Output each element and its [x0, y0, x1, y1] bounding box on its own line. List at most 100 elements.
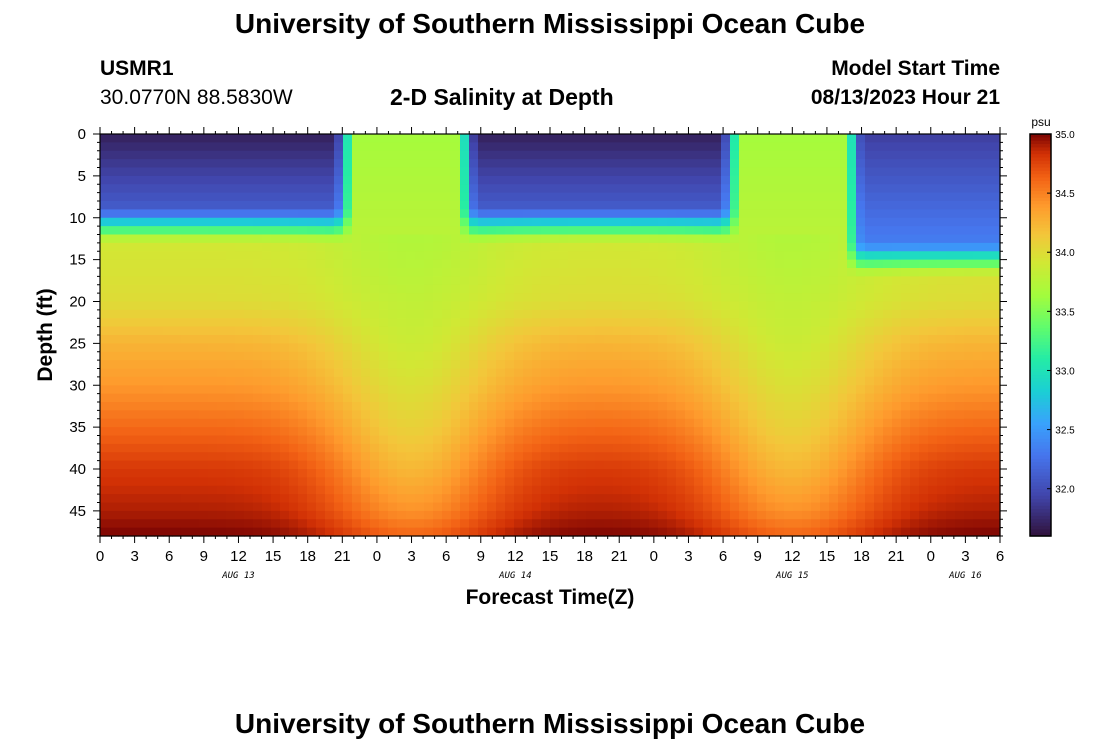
- heatmap-cell: [982, 452, 992, 462]
- heatmap-cell: [451, 184, 461, 194]
- heatmap-cell: [478, 184, 488, 194]
- heatmap-cell: [586, 494, 596, 504]
- heatmap-cell: [325, 402, 335, 411]
- heatmap-cell: [964, 460, 974, 470]
- heatmap-cell: [703, 226, 713, 236]
- heatmap-cell: [793, 385, 803, 395]
- heatmap-cell: [820, 385, 830, 395]
- heatmap-cell: [109, 452, 119, 462]
- heatmap-cell: [712, 527, 722, 537]
- heatmap-cell: [163, 192, 173, 202]
- heatmap-cell: [667, 159, 677, 169]
- heatmap-cell: [919, 418, 929, 428]
- heatmap-cell: [433, 175, 443, 185]
- heatmap-cell: [181, 326, 191, 336]
- heatmap-cell: [289, 519, 299, 529]
- heatmap-cell: [568, 418, 578, 428]
- heatmap-cell: [397, 192, 407, 202]
- heatmap-cell: [433, 234, 443, 244]
- heatmap-cell: [784, 368, 794, 378]
- heatmap-cell: [748, 368, 758, 378]
- heatmap-cell: [298, 410, 308, 420]
- heatmap-cell: [388, 435, 398, 445]
- heatmap-cell: [640, 192, 650, 202]
- heatmap-cell: [118, 443, 128, 453]
- heatmap-cell: [361, 318, 371, 328]
- heatmap-cell: [721, 309, 731, 319]
- heatmap-cell: [946, 234, 956, 244]
- heatmap-cell: [433, 242, 443, 252]
- heatmap-cell: [262, 175, 272, 185]
- heatmap-cell: [271, 510, 281, 520]
- heatmap-cell: [298, 435, 308, 445]
- heatmap-cell: [190, 376, 200, 386]
- heatmap-cell: [640, 242, 650, 252]
- heatmap-cell: [397, 276, 407, 286]
- heatmap-cell: [937, 251, 947, 261]
- heatmap-cell: [937, 519, 947, 529]
- heatmap-cell: [991, 259, 1001, 269]
- heatmap-cell: [865, 460, 875, 470]
- heatmap-cell: [496, 175, 506, 185]
- heatmap-cell: [406, 418, 416, 428]
- heatmap-cell: [226, 184, 236, 194]
- heatmap-cell: [199, 318, 209, 328]
- heatmap-cell: [856, 502, 866, 512]
- heatmap-cell: [676, 393, 686, 403]
- heatmap-cell: [766, 368, 776, 378]
- heatmap-cell: [964, 167, 974, 177]
- heatmap-cell: [109, 259, 119, 269]
- heatmap-cell: [271, 443, 281, 453]
- heatmap-cell: [586, 385, 596, 395]
- heatmap-cell: [910, 452, 920, 462]
- heatmap-cell: [955, 242, 965, 252]
- heatmap-cell: [847, 418, 857, 428]
- heatmap-cell: [748, 309, 758, 319]
- heatmap-cell: [712, 519, 722, 529]
- heatmap-cell: [163, 284, 173, 294]
- heatmap-cell: [532, 443, 542, 453]
- heatmap-cell: [208, 268, 218, 277]
- heatmap-cell: [991, 494, 1001, 504]
- heatmap-cell: [181, 226, 191, 236]
- heatmap-cell: [118, 209, 128, 219]
- heatmap-cell: [604, 209, 614, 219]
- heatmap-cell: [505, 150, 515, 160]
- heatmap-cell: [577, 259, 587, 269]
- heatmap-cell: [901, 443, 911, 453]
- heatmap-cell: [856, 335, 866, 344]
- heatmap-cell: [694, 519, 704, 529]
- heatmap-cell: [703, 527, 713, 537]
- heatmap-cell: [883, 234, 893, 244]
- heatmap-cell: [217, 360, 227, 370]
- heatmap-cell: [505, 469, 515, 478]
- heatmap-cell: [847, 159, 857, 169]
- heatmap-cell: [226, 477, 236, 487]
- heatmap-cell: [487, 460, 497, 470]
- heatmap-cell: [253, 175, 263, 185]
- heatmap-cell: [631, 242, 641, 252]
- heatmap-cell: [478, 368, 488, 378]
- heatmap-cell: [523, 201, 533, 210]
- heatmap-cell: [802, 510, 812, 520]
- heatmap-cell: [577, 159, 587, 169]
- heatmap-cell: [955, 385, 965, 395]
- heatmap-cell: [271, 402, 281, 411]
- heatmap-cell: [334, 268, 344, 277]
- heatmap-cell: [586, 217, 596, 227]
- heatmap-cell: [703, 443, 713, 453]
- heatmap-cell: [433, 385, 443, 395]
- heatmap-cell: [127, 360, 137, 370]
- heatmap-cell: [577, 477, 587, 487]
- heatmap-cell: [973, 259, 983, 269]
- heatmap-cell: [982, 435, 992, 445]
- heatmap-cell: [829, 293, 839, 303]
- heatmap-cell: [793, 418, 803, 428]
- heatmap-cell: [379, 318, 389, 328]
- heatmap-cell: [460, 435, 470, 445]
- heatmap-cell: [415, 502, 425, 512]
- heatmap-cell: [928, 301, 938, 311]
- heatmap-cell: [163, 402, 173, 411]
- heatmap-cell: [622, 276, 632, 286]
- heatmap-cell: [406, 452, 416, 462]
